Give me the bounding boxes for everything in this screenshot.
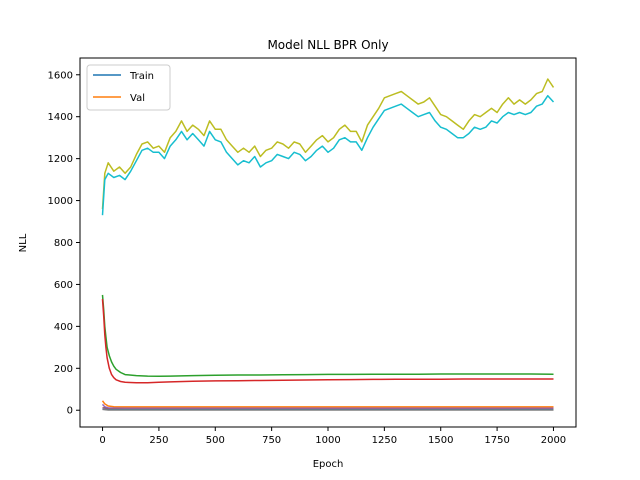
series-line-9 <box>102 408 554 411</box>
x-tick-label: 1250 <box>372 435 397 446</box>
legend: Train Val <box>86 64 171 111</box>
y-tick-label: 600 <box>54 280 73 291</box>
y-tick-label: 200 <box>54 364 73 375</box>
legend-label-train: Train <box>129 71 154 82</box>
legend-label-val: Val <box>130 93 145 104</box>
y-tick-label: 800 <box>54 238 73 249</box>
y-axis-ticks: 0 200 400 600 800 1000 1200 1400 1600 <box>48 70 80 417</box>
legend-box <box>86 64 171 111</box>
y-tick-label: 1400 <box>48 112 73 123</box>
series-line-5 <box>101 403 554 410</box>
x-tick-label: 250 <box>149 435 168 446</box>
y-axis-label: NLL <box>18 233 29 252</box>
x-tick-label: 2000 <box>541 435 566 446</box>
series-line-0 <box>101 78 555 210</box>
x-tick-label: 750 <box>262 435 281 446</box>
series-line-1 <box>101 94 555 216</box>
y-tick-label: 1200 <box>48 154 73 165</box>
series-line-2 <box>101 294 554 378</box>
chart-title: Model NLL BPR Only <box>267 38 388 52</box>
x-tick-label: 0 <box>99 435 105 446</box>
x-tick-label: 1500 <box>428 435 453 446</box>
x-tick-label: 1000 <box>315 435 340 446</box>
y-tick-label: 0 <box>67 406 73 417</box>
y-tick-label: 1000 <box>48 196 73 207</box>
y-tick-label: 1600 <box>48 70 73 81</box>
y-tick-label: 400 <box>54 322 73 333</box>
series-line-4 <box>101 400 554 408</box>
series-layer <box>101 78 555 411</box>
x-tick-label: 500 <box>206 435 225 446</box>
x-axis-label: Epoch <box>313 459 344 470</box>
x-tick-label: 1750 <box>484 435 509 446</box>
series-line-3 <box>101 299 554 384</box>
x-axis-ticks: 0 250 500 750 1000 1250 1500 1750 2000 <box>99 427 566 446</box>
